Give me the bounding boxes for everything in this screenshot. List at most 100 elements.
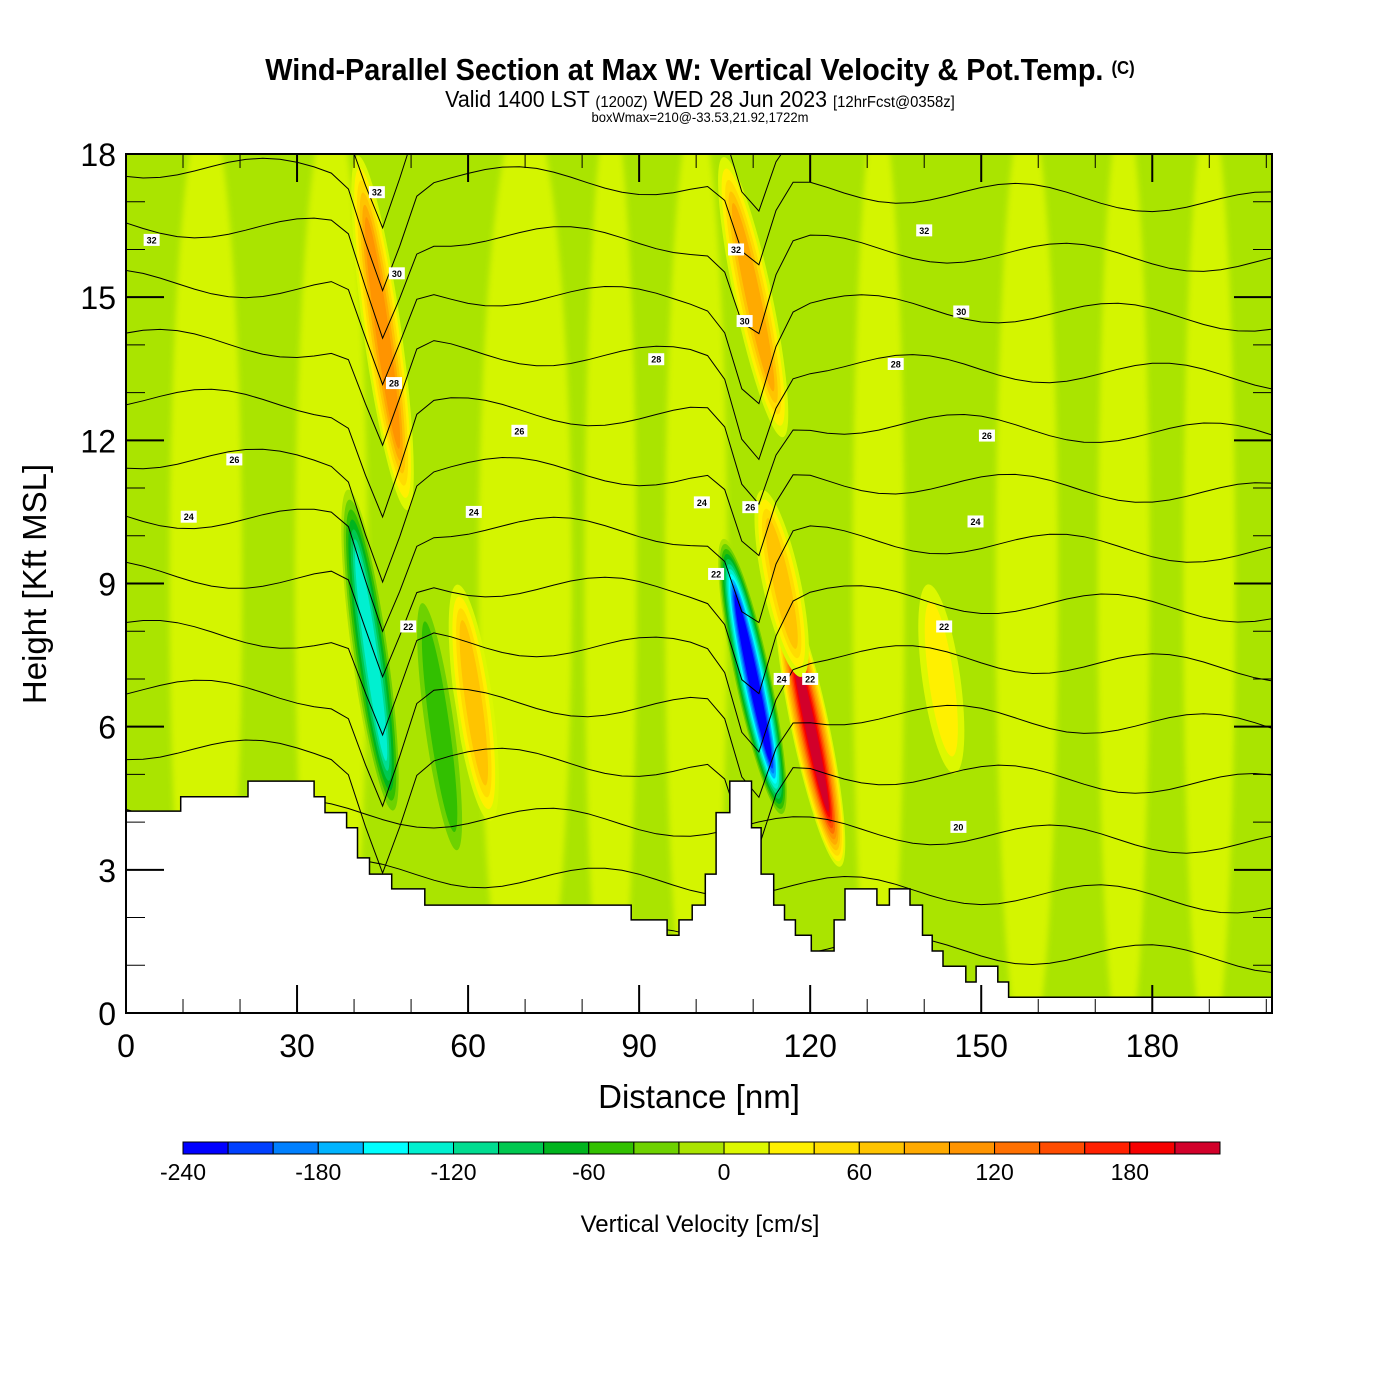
contour-label-bg	[742, 501, 759, 514]
colorbar-label: Vertical Velocity [cm/s]	[581, 1211, 820, 1238]
contour-labels: 32 32 30 28 26 26 24 24 22 28 32 30 24 22 26 24 22 32 30 28…	[143, 186, 995, 833]
contour-label: 26	[978, 429, 995, 442]
colorbar-tick-label: 0	[718, 1159, 731, 1185]
colorbar-segment	[1174, 1141, 1221, 1155]
contour-label-bg	[967, 515, 984, 528]
contour-label: 32	[728, 243, 745, 256]
contour-label-bg	[648, 353, 665, 366]
contour-label: 20	[950, 820, 967, 833]
theta-contour-line	[126, 620, 1272, 753]
contour-label-text: 32	[731, 245, 741, 255]
colorbar-tick-label: 180	[1111, 1159, 1149, 1185]
terrain-mask	[126, 781, 1272, 1013]
contour-label-bg	[953, 305, 970, 318]
weak-updraft-band	[1183, 154, 1236, 1013]
x-tick-label: 90	[621, 1028, 657, 1064]
theta-contour-line	[126, 739, 1272, 875]
x-axis-label: Distance [nm]	[598, 1078, 800, 1115]
contour-label-bg	[400, 620, 417, 633]
colorbar-segment	[768, 1141, 815, 1155]
contour-label: 24	[465, 505, 482, 518]
contour-label-bg	[950, 820, 967, 833]
colorbar-tick-label: 60	[847, 1159, 873, 1185]
contour-label-text: 22	[403, 622, 413, 632]
colorbar-segment	[1129, 1141, 1176, 1155]
contour-label-bg	[773, 672, 790, 685]
weak-updraft-band	[664, 154, 728, 1013]
downdraft-1-level	[355, 549, 388, 761]
axes: 0 30 60 90 120 150 180 0 3 6 9 12 15 18	[80, 137, 1273, 1064]
forecast-info: [12hrFcst@0358z]	[833, 94, 955, 111]
contour-label: 32	[368, 186, 385, 199]
contour-label: 24	[773, 672, 790, 685]
theta-contour-line	[126, 561, 1272, 695]
valid-date: WED 28 Jun 2023	[653, 86, 828, 112]
contour-label: 30	[388, 267, 405, 280]
colorbar-tick-label: -120	[430, 1159, 476, 1185]
y-axis-label: Height [Kft MSL]	[16, 464, 53, 704]
contour-label-text: 24	[469, 507, 479, 517]
contour-label-text: 30	[740, 317, 750, 327]
contour-label: 32	[143, 233, 160, 246]
weak-updraft-band	[478, 154, 572, 1013]
chart-subtitle: Valid 1400 LST (1200Z) WED 28 Jun 2023 […	[49, 86, 1351, 113]
contour-label-text: 24	[971, 517, 981, 527]
colorbar-tick-label: -240	[160, 1159, 206, 1185]
contour-label: 28	[887, 357, 904, 370]
colorbar: -240 -180 -120 -60 0 60 120 180	[160, 1141, 1221, 1185]
colorbar-tick-label: -60	[572, 1159, 605, 1185]
colorbar-segment	[903, 1141, 950, 1155]
contour-label-bg	[916, 224, 933, 237]
contour-label-bg	[936, 620, 953, 633]
contour-label-bg	[180, 510, 197, 523]
colorbar-segment	[678, 1141, 725, 1155]
terrain-outline	[126, 780, 1272, 999]
theta-contour-line	[126, 679, 1272, 808]
contour-label: 30	[736, 315, 753, 328]
x-tick-label: 180	[1126, 1028, 1179, 1064]
y-tick-label: 12	[80, 423, 116, 459]
colorbar-segment	[272, 1141, 319, 1155]
colorbar-segment	[1039, 1141, 1086, 1155]
colorbar-tick-label: -180	[295, 1159, 341, 1185]
colorbar-segment	[182, 1141, 229, 1155]
contour-label-text: 24	[184, 512, 194, 522]
x-tick-label: 0	[117, 1028, 135, 1064]
contour-label-bg	[728, 243, 745, 256]
contour-label-bg	[226, 453, 243, 466]
contour-label-bg	[978, 429, 995, 442]
contour-label-bg	[802, 672, 819, 685]
y-tick-label: 15	[80, 280, 116, 316]
theta-contour-line	[126, 328, 1272, 461]
contour-label-bg	[736, 315, 753, 328]
contour-label-text: 26	[229, 455, 239, 465]
contour-label-text: 20	[953, 822, 963, 832]
contour-label-bg	[693, 496, 710, 509]
downdraft-2-level	[421, 621, 458, 832]
contour-label-text: 24	[697, 498, 707, 508]
colorbar-segment	[948, 1141, 996, 1155]
theta-contour-line	[126, 388, 1272, 519]
contour-label-text: 24	[777, 674, 787, 684]
colorbar-segment	[543, 1141, 590, 1155]
title-text: Wind-Parallel Section at Max W: Vertical…	[265, 52, 1104, 87]
theta-contour-line	[126, 269, 1272, 405]
contour-label: 26	[511, 424, 528, 437]
contour-label: 28	[648, 353, 665, 366]
colorbar-segment	[498, 1141, 545, 1155]
valid-time-lst: Valid 1400 LST	[445, 86, 590, 112]
copyright-mark: (C)	[1111, 58, 1135, 78]
contour-label-bg	[368, 186, 385, 199]
contour-label: 26	[226, 453, 243, 466]
contour-label: 22	[708, 567, 725, 580]
contour-label-bg	[388, 267, 405, 280]
contour-label-bg	[385, 377, 402, 390]
y-tick-label: 6	[98, 710, 116, 746]
colorbar-segment	[317, 1141, 364, 1155]
colorbar-segment	[723, 1141, 770, 1155]
contour-label: 24	[180, 510, 197, 523]
y-tick-label: 18	[80, 137, 116, 173]
colorbar-tick-label: 120	[975, 1159, 1013, 1185]
colorbar-segment	[407, 1141, 455, 1155]
contour-label: 24	[693, 496, 710, 509]
